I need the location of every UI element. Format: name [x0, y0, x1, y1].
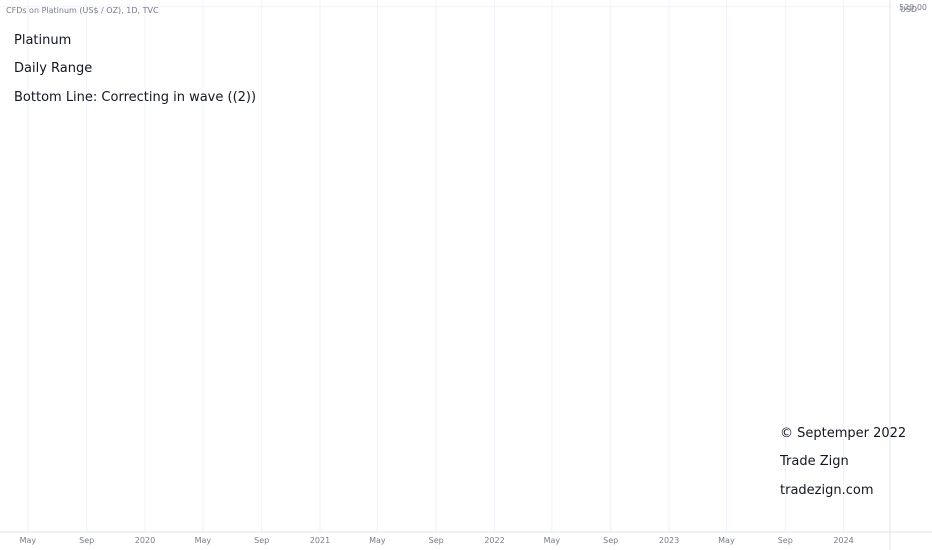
- copyright-text: © Septemper 2022: [780, 426, 907, 441]
- x-tick-label: 2021: [310, 536, 330, 545]
- grid: [0, 0, 890, 532]
- x-tick-label: May: [20, 536, 37, 545]
- x-tick-label: Sep: [79, 536, 94, 545]
- x-tick-label: Sep: [254, 536, 269, 545]
- x-tick-label: Sep: [603, 536, 618, 545]
- y-tick-label: 520.00: [899, 3, 927, 12]
- x-tick-label: Sep: [429, 536, 444, 545]
- x-tick-label: 2023: [659, 536, 679, 545]
- x-tick-label: 2020: [135, 536, 155, 545]
- brand-site: tradezign.com: [780, 483, 874, 498]
- y-axis: USD520.00548.00578.00610.00650.00690.007…: [889, 0, 927, 550]
- x-tick-label: May: [369, 536, 386, 545]
- y-axis-unit: USD: [900, 5, 917, 14]
- x-tick-label: May: [544, 536, 561, 545]
- x-tick-label: May: [195, 536, 212, 545]
- note-bottom-line: Bottom Line: Correcting in wave ((2)): [14, 90, 257, 105]
- chart-symbol-header: CFDs on Platinum (US$ / OZ), 1D, TVC: [6, 6, 159, 15]
- x-tick-label: 2024: [833, 536, 853, 545]
- x-tick-label: May: [718, 536, 735, 545]
- x-axis: May Sep 2020 May Sep 2021 May Sep 2022 May Sep 2023…: [0, 531, 932, 545]
- note-range: Daily Range: [14, 61, 93, 76]
- x-tick-label: Sep: [778, 536, 793, 545]
- note-instrument: Platinum: [14, 33, 72, 48]
- brand-name: Trade Zign: [780, 454, 849, 469]
- x-tick-label: 2022: [484, 536, 504, 545]
